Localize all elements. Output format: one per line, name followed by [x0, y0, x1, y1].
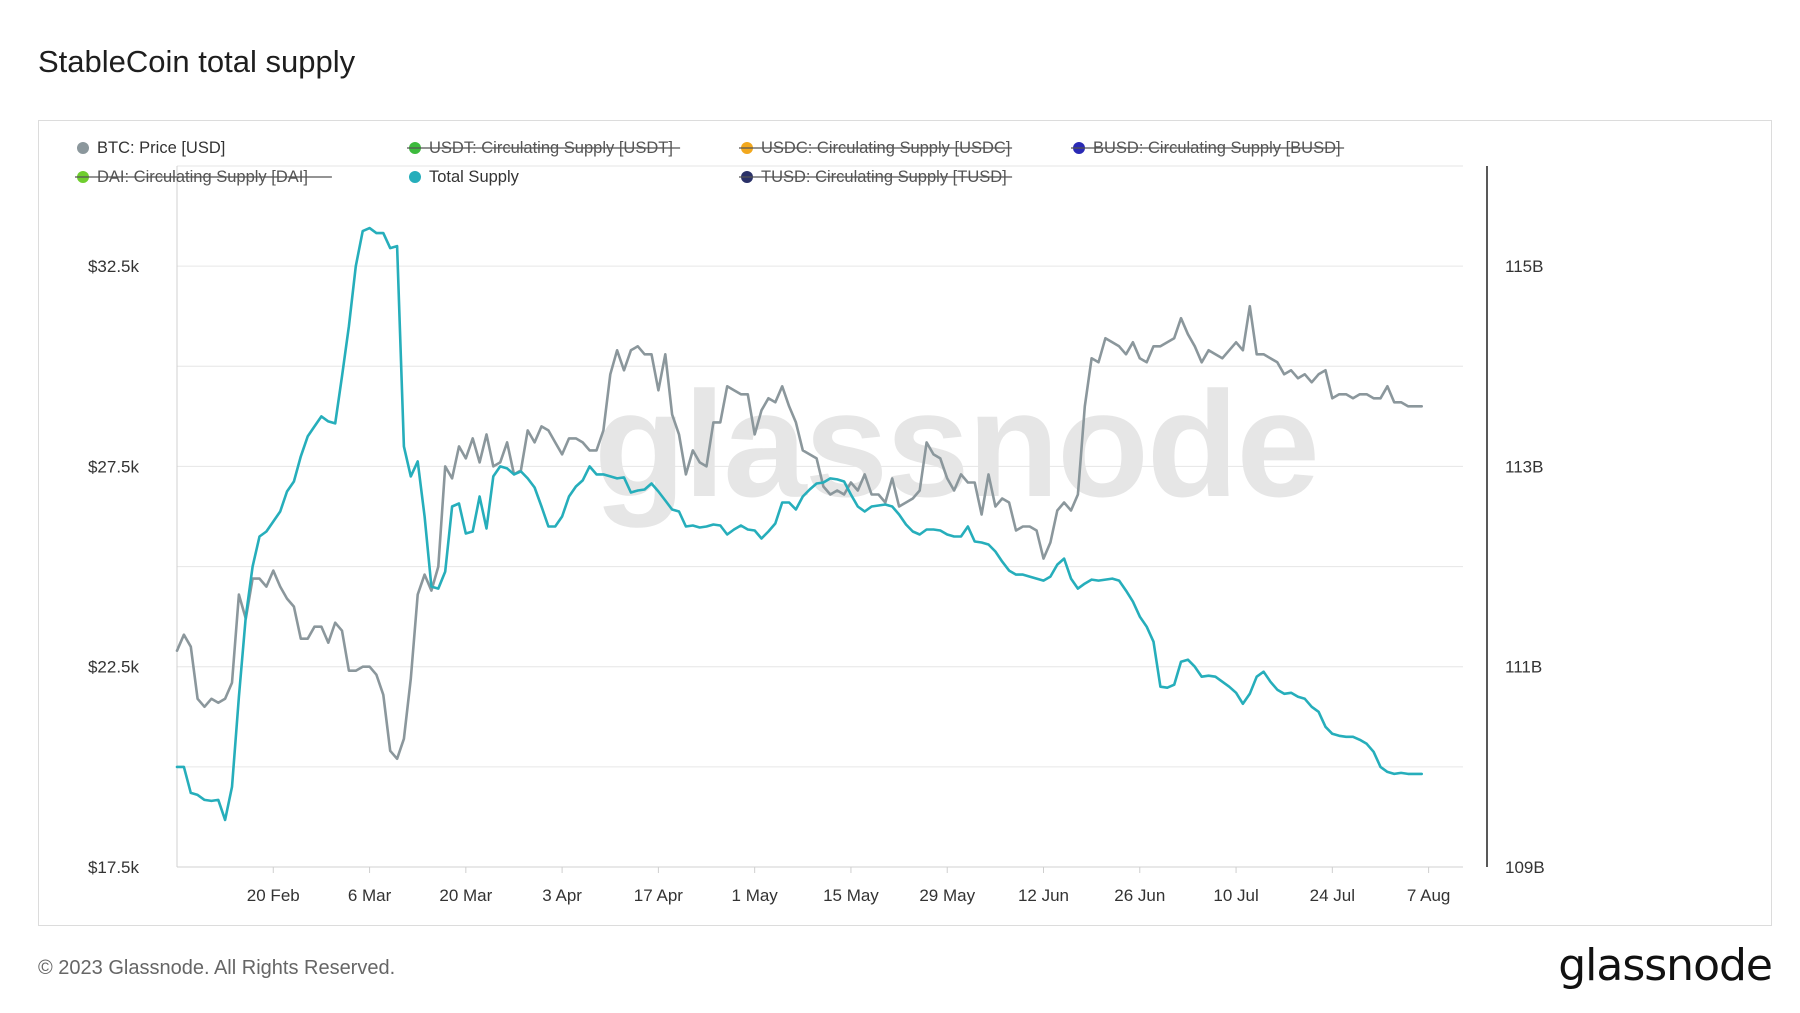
y-right-tick-label: 115B [1505, 257, 1543, 276]
y-right-tick-label: 111B [1505, 658, 1542, 677]
y-left-tick-label: $17.5k [88, 858, 140, 877]
x-tick-label: 12 Jun [1018, 886, 1069, 905]
legend-item[interactable]: DAI: Circulating Supply [DAI] [75, 168, 332, 186]
y-left-tick-label: $32.5k [88, 257, 140, 276]
x-tick-label: 15 May [823, 886, 879, 905]
legend-item[interactable]: BTC: Price [USD] [77, 139, 225, 157]
brand-logo: glassnode [1558, 940, 1773, 991]
watermark: glassnode [594, 360, 1318, 528]
x-tick-label: 6 Mar [348, 886, 392, 905]
x-tick-label: 29 May [919, 886, 975, 905]
legend-label: BTC: Price [USD] [97, 139, 225, 157]
chart-panel: glassnode BTC: Price [USD] USDT: Circulat… [38, 120, 1772, 926]
y-right-tick-label: 109B [1505, 858, 1545, 877]
x-tick-label: 20 Mar [439, 886, 492, 905]
legend-marker [77, 142, 89, 154]
x-tick-label: 17 Apr [634, 886, 683, 905]
series-group [175, 226, 1423, 822]
x-tick-label: 26 Jun [1114, 886, 1165, 905]
legend-item[interactable]: Total Supply [409, 168, 520, 186]
x-tick-label: 10 Jul [1213, 886, 1258, 905]
legend-item[interactable]: USDC: Circulating Supply [USDC] [739, 139, 1013, 157]
legend-item[interactable]: TUSD: Circulating Supply [TUSD] [739, 168, 1013, 186]
chart-svg: glassnode BTC: Price [USD] USDT: Circulat… [75, 139, 1545, 905]
x-tick-label: 20 Feb [247, 886, 300, 905]
x-tick-label: 1 May [732, 886, 779, 905]
grid-lines [176, 165, 1488, 868]
y-left-tick-label: $27.5k [88, 457, 140, 476]
series-line [175, 304, 1423, 761]
x-tick-label: 7 Aug [1407, 886, 1451, 905]
x-axis: 20 Feb 6 Mar 20 Mar 3 Apr 17 Apr 1 May 15 May 2… [247, 867, 1451, 905]
legend-marker [409, 171, 421, 183]
y-left-tick-label: $22.5k [88, 658, 140, 677]
legend: BTC: Price [USD] USDT: Circulating Supply… [75, 139, 1345, 186]
y-axis-right: 109B 111B 113B 115B [1505, 257, 1545, 877]
legend-item[interactable]: USDT: Circulating Supply [USDT] [407, 139, 681, 157]
series-line [175, 226, 1423, 822]
x-tick-label: 3 Apr [542, 886, 582, 905]
page-title: StableCoin total supply [38, 44, 356, 79]
legend-item[interactable]: BUSD: Circulating Supply [BUSD] [1071, 139, 1345, 157]
copyright-footer: © 2023 Glassnode. All Rights Reserved. [38, 957, 396, 979]
y-right-tick-label: 113B [1505, 457, 1543, 476]
x-tick-label: 24 Jul [1310, 886, 1355, 905]
y-axis-left: $17.5k $22.5k $27.5k $32.5k [88, 257, 140, 877]
legend-label: Total Supply [429, 168, 520, 186]
